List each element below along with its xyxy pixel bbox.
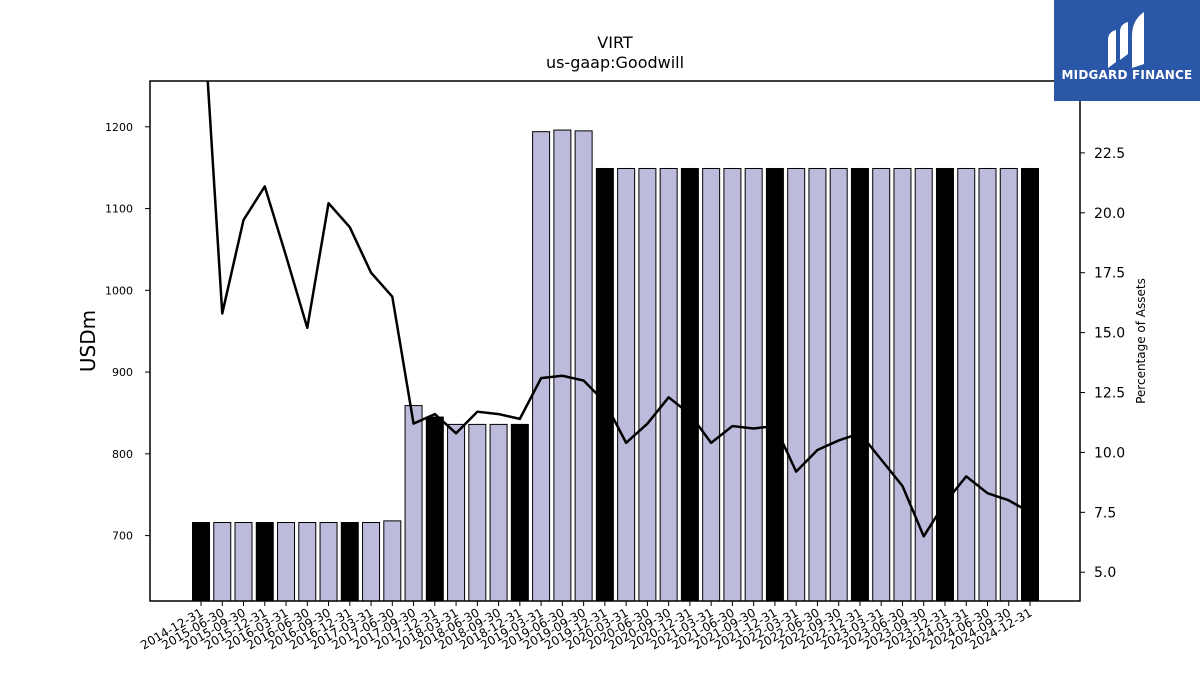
bar-2023-03-31 xyxy=(872,167,891,602)
bar-2020-12-31 xyxy=(680,167,699,602)
y-tick-label: 1000 xyxy=(105,284,133,297)
bar-2020-06-30 xyxy=(638,167,657,602)
y2-tick-label: 5.0 xyxy=(1094,565,1116,581)
bar-2016-12-31 xyxy=(340,522,359,602)
bar-2022-12-31 xyxy=(850,167,869,602)
bar-2024-03-31 xyxy=(957,167,976,602)
bar-2015-12-31 xyxy=(255,522,274,602)
bar-2019-06-30 xyxy=(553,129,572,602)
bar-2022-09-30 xyxy=(829,167,848,602)
bar-2017-12-31 xyxy=(425,416,444,602)
bar-2024-09-30 xyxy=(999,167,1018,602)
midgard-logo-icon xyxy=(1108,12,1144,68)
y2-tick-label: 12.5 xyxy=(1094,386,1125,402)
y2-tick-label: 22.5 xyxy=(1094,146,1125,162)
line-series-group xyxy=(206,81,1031,538)
bar-2016-09-30 xyxy=(319,522,338,602)
bar-group xyxy=(192,129,1039,602)
bar-2021-09-30 xyxy=(744,167,763,602)
bar-2023-12-31 xyxy=(935,167,954,602)
bar-2019-09-30 xyxy=(574,130,593,602)
bar-2017-03-31 xyxy=(362,522,381,602)
y2-tick-label: 7.5 xyxy=(1094,505,1116,521)
bar-2019-12-31 xyxy=(595,167,614,602)
y-axis-right: 5.0 7.5 10.0 12.5 15.0 17.5 20.0 22.5 xyxy=(1080,146,1125,581)
y2-tick-label: 20.0 xyxy=(1094,206,1125,222)
bar-2019-03-31 xyxy=(532,131,551,602)
bar-2016-03-31 xyxy=(277,522,296,602)
bar-2022-03-31 xyxy=(787,167,806,602)
bar-2021-12-31 xyxy=(765,167,784,602)
bar-2018-06-30 xyxy=(468,423,487,602)
bar-2018-03-31 xyxy=(447,423,466,602)
bar-2015-09-30 xyxy=(234,522,253,602)
y-axis-label: USDm xyxy=(76,310,100,372)
bar-2021-06-30 xyxy=(723,167,742,602)
logo-text: MIDGARD FINANCE xyxy=(1061,68,1193,82)
bar-2021-03-31 xyxy=(702,167,721,602)
bar-2017-06-30 xyxy=(383,520,402,602)
bar-2024-12-31 xyxy=(1021,167,1039,602)
bar-2020-09-30 xyxy=(659,167,678,602)
bar-2014-12-31 xyxy=(192,522,210,602)
chart-subtitle: us-gaap:Goodwill xyxy=(546,53,684,72)
y-tick-label: 900 xyxy=(112,366,133,379)
bar-2017-09-30 xyxy=(404,405,423,602)
y-axis-left: 700 800 900 1000 1100 1200 xyxy=(105,121,150,543)
bar-2018-09-30 xyxy=(489,423,508,602)
y2-axis-label: Percentage of Assets xyxy=(1134,278,1148,404)
chart-title: VIRT xyxy=(597,33,633,52)
y-tick-label: 800 xyxy=(112,448,133,461)
bar-2015-06-30 xyxy=(213,522,232,602)
bar-2022-06-30 xyxy=(808,167,827,602)
y-tick-label: 1100 xyxy=(105,203,133,216)
bar-2023-06-30 xyxy=(893,167,912,602)
midgard-finance-logo: MIDGARD FINANCE xyxy=(1054,0,1200,101)
y2-tick-label: 17.5 xyxy=(1094,266,1125,282)
x-axis: 2014-12-312015-06-302015-09-302015-12-31… xyxy=(138,601,1035,652)
y2-tick-label: 10.0 xyxy=(1094,445,1125,461)
bar-2024-06-30 xyxy=(978,167,997,602)
plot-frame xyxy=(149,80,1081,602)
bar-2018-12-31 xyxy=(510,423,529,602)
y2-tick-label: 15.0 xyxy=(1094,326,1125,342)
percentage-of-assets-line xyxy=(206,81,1031,538)
bar-2020-03-31 xyxy=(617,167,636,602)
y-tick-label: 700 xyxy=(112,530,133,543)
bar-2016-06-30 xyxy=(298,522,317,602)
y-tick-label: 1200 xyxy=(105,121,133,134)
